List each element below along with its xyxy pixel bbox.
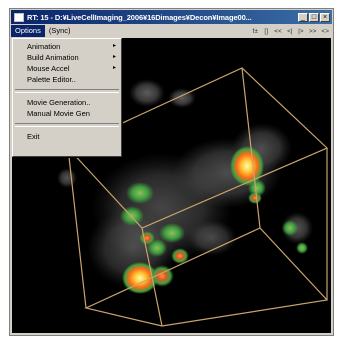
menu-item-palette-editor[interactable]: Palette Editor..	[13, 74, 121, 85]
submenu-arrow-icon: ▸	[112, 65, 116, 71]
bounding-box	[66, 67, 329, 327]
menu-separator	[15, 123, 119, 127]
window-controls: _ □ ×	[298, 12, 330, 22]
menu-item-exit[interactable]: Exit	[13, 131, 121, 142]
menu-item-mouse-accel[interactable]: Mouse Accel ▸	[13, 63, 121, 74]
menu-item-build-animation[interactable]: Build Animation ▸	[13, 52, 121, 63]
step-forward-button[interactable]: |>	[298, 27, 304, 35]
fit-button[interactable]: f±	[252, 27, 258, 35]
menu-separator	[15, 89, 119, 93]
hot-signal-spots	[122, 146, 264, 294]
menu-item-label: Exit	[27, 132, 40, 141]
frame-button[interactable]: []	[264, 27, 269, 35]
menu-item-movie-generation[interactable]: Movie Generation..	[13, 97, 121, 108]
app-icon	[14, 12, 24, 22]
green-signal-spots	[120, 179, 308, 257]
menu-bar: Options (Sync)	[11, 25, 332, 37]
close-button[interactable]: ×	[320, 12, 330, 22]
menu-options[interactable]: Options	[11, 25, 45, 37]
menu-item-label: Movie Generation..	[27, 98, 91, 107]
menu-item-label: Build Animation	[27, 53, 79, 62]
menu-item-manual-movie-gen[interactable]: Manual Movie Gen	[13, 108, 121, 119]
menu-item-label: Palette Editor..	[27, 75, 76, 84]
fast-forward-button[interactable]: >>	[308, 27, 317, 35]
menu-item-animation[interactable]: Animation ▸	[13, 41, 121, 52]
menu-item-label: Animation	[27, 42, 61, 51]
playback-toolbar: f± [] << <| |> >> <>	[252, 25, 329, 37]
maximize-button[interactable]: □	[309, 12, 319, 22]
loop-button[interactable]: <>	[321, 27, 329, 35]
menu-item-label: Manual Movie Gen	[27, 109, 90, 118]
title-bar[interactable]: RT: 15 - D:¥LiveCellImaging_2006¥16Dimag…	[11, 10, 332, 24]
volume-render	[57, 67, 329, 327]
minimize-button[interactable]: _	[298, 12, 308, 22]
submenu-arrow-icon: ▸	[112, 43, 116, 49]
submenu-arrow-icon: ▸	[112, 54, 116, 60]
app-window: RT: 15 - D:¥LiveCellImaging_2006¥16Dimag…	[9, 8, 334, 336]
rewind-button[interactable]: <<	[274, 27, 282, 35]
step-back-button[interactable]: <|	[287, 27, 293, 35]
options-dropdown-menu: Animation ▸ Build Animation ▸ Mouse Acce…	[12, 38, 122, 157]
menu-item-label: Mouse Accel	[27, 64, 70, 73]
3d-render-viewport[interactable]	[12, 38, 331, 333]
window-title: RT: 15 - D:¥LiveCellImaging_2006¥16Dimag…	[27, 12, 252, 22]
menu-sync[interactable]: (Sync)	[48, 26, 71, 35]
